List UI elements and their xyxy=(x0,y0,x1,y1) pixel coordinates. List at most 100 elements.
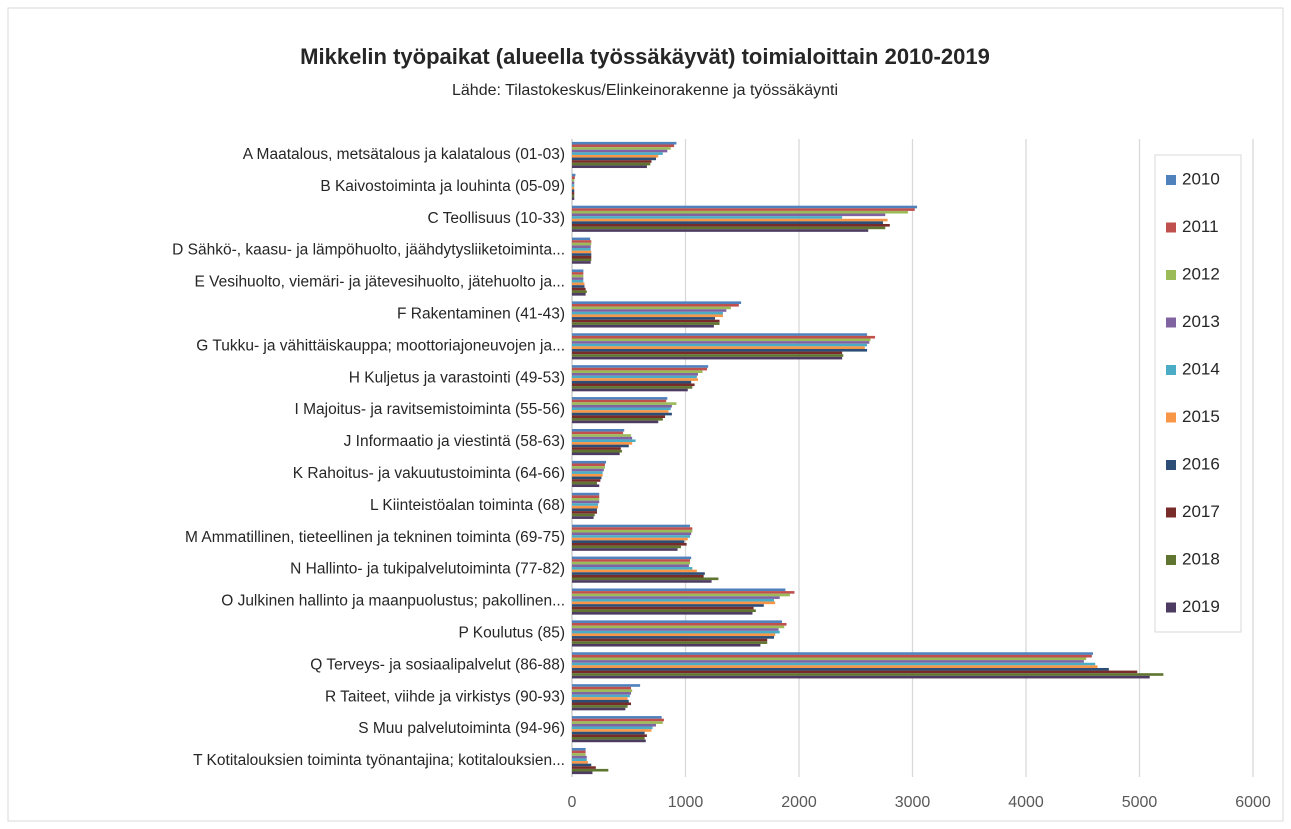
bar xyxy=(572,341,870,344)
bar xyxy=(572,319,720,323)
bar xyxy=(572,428,625,432)
bar xyxy=(572,343,868,347)
bar xyxy=(572,675,1150,679)
bar xyxy=(572,213,886,217)
bar xyxy=(572,439,636,443)
bar xyxy=(572,670,1138,674)
bar xyxy=(572,574,704,578)
bar xyxy=(572,532,692,536)
bar xyxy=(572,768,609,772)
bar xyxy=(572,503,599,506)
bar xyxy=(572,282,585,286)
category-label: T Kotitalouksien toiminta työnantajina; … xyxy=(193,752,565,769)
legend-label: 2014 xyxy=(1182,359,1220,378)
bar xyxy=(572,495,600,499)
bar xyxy=(572,511,597,514)
category-label: S Muu palvelutoiminta (94-96) xyxy=(358,720,565,737)
bar xyxy=(572,542,687,546)
bar xyxy=(572,699,629,703)
bar xyxy=(572,420,659,424)
bar xyxy=(572,476,602,480)
legend-swatch xyxy=(1166,602,1176,613)
chart-title: Mikkelin työpaikat (alueella työssäkäyvä… xyxy=(300,44,990,69)
bar xyxy=(572,505,599,509)
bar xyxy=(572,402,677,405)
bar xyxy=(572,561,691,565)
bar xyxy=(572,604,764,607)
bar xyxy=(572,346,865,349)
bar xyxy=(572,718,664,722)
legend-label: 2010 xyxy=(1182,169,1220,188)
category-label: A Maatalous, metsätalous ja kalatalous (… xyxy=(243,146,565,163)
bar xyxy=(572,654,1092,658)
category-label: I Majoitus- ja ravitsemistoiminta (55-56… xyxy=(295,401,565,418)
category-label: L Kiinteistöalan toiminta (68) xyxy=(370,497,565,514)
legend-box xyxy=(1154,154,1242,633)
bar xyxy=(572,179,575,182)
bar xyxy=(572,747,586,751)
bar xyxy=(572,694,630,698)
bar xyxy=(572,367,708,371)
legend-label: 2017 xyxy=(1182,502,1220,521)
bar xyxy=(572,529,693,533)
x-tick-label: 3000 xyxy=(895,794,931,811)
bar xyxy=(572,152,663,155)
bar xyxy=(572,335,876,339)
bar xyxy=(572,620,782,623)
bar xyxy=(572,324,714,328)
bar xyxy=(572,253,592,256)
bar xyxy=(572,609,756,613)
bar xyxy=(572,665,1098,668)
bar xyxy=(572,197,575,200)
bar xyxy=(572,181,575,185)
bar xyxy=(572,322,720,325)
bar xyxy=(572,162,651,166)
bar xyxy=(572,290,587,294)
bar xyxy=(572,375,697,379)
legend-label: 2011 xyxy=(1182,217,1219,236)
x-tick-label: 4000 xyxy=(1008,794,1044,811)
bar xyxy=(572,311,723,315)
bar xyxy=(572,716,662,719)
x-tick-label: 0 xyxy=(568,794,577,811)
bar xyxy=(572,378,698,381)
bar xyxy=(572,535,691,538)
bar xyxy=(572,638,768,642)
bar xyxy=(572,641,768,644)
bar xyxy=(572,186,575,190)
bar xyxy=(572,333,868,336)
bar xyxy=(572,598,775,602)
bar xyxy=(572,388,688,392)
bar xyxy=(572,277,584,280)
bar xyxy=(572,753,586,756)
bar xyxy=(572,667,1109,671)
bar xyxy=(572,229,869,232)
bar xyxy=(572,223,890,227)
bar xyxy=(572,373,698,376)
bar xyxy=(572,380,692,384)
bar xyxy=(572,449,622,453)
bar xyxy=(572,673,1164,676)
bar xyxy=(572,625,785,629)
bar xyxy=(572,705,628,708)
bar xyxy=(572,274,584,278)
bar xyxy=(572,460,607,464)
bar xyxy=(572,636,775,639)
bar xyxy=(572,516,594,519)
bar xyxy=(572,399,667,403)
bar xyxy=(572,354,844,357)
bar xyxy=(572,365,709,368)
bar xyxy=(572,540,685,543)
bar xyxy=(572,386,693,389)
bar xyxy=(572,397,668,400)
bar xyxy=(572,689,633,693)
bar xyxy=(572,245,591,249)
category-label: R Taiteet, viihde ja virkistys (90-93) xyxy=(325,688,565,705)
bar xyxy=(572,149,668,153)
legend-swatch xyxy=(1166,175,1176,185)
bar xyxy=(572,351,843,355)
bar xyxy=(572,237,591,241)
bar xyxy=(572,766,596,769)
bar xyxy=(572,692,632,695)
